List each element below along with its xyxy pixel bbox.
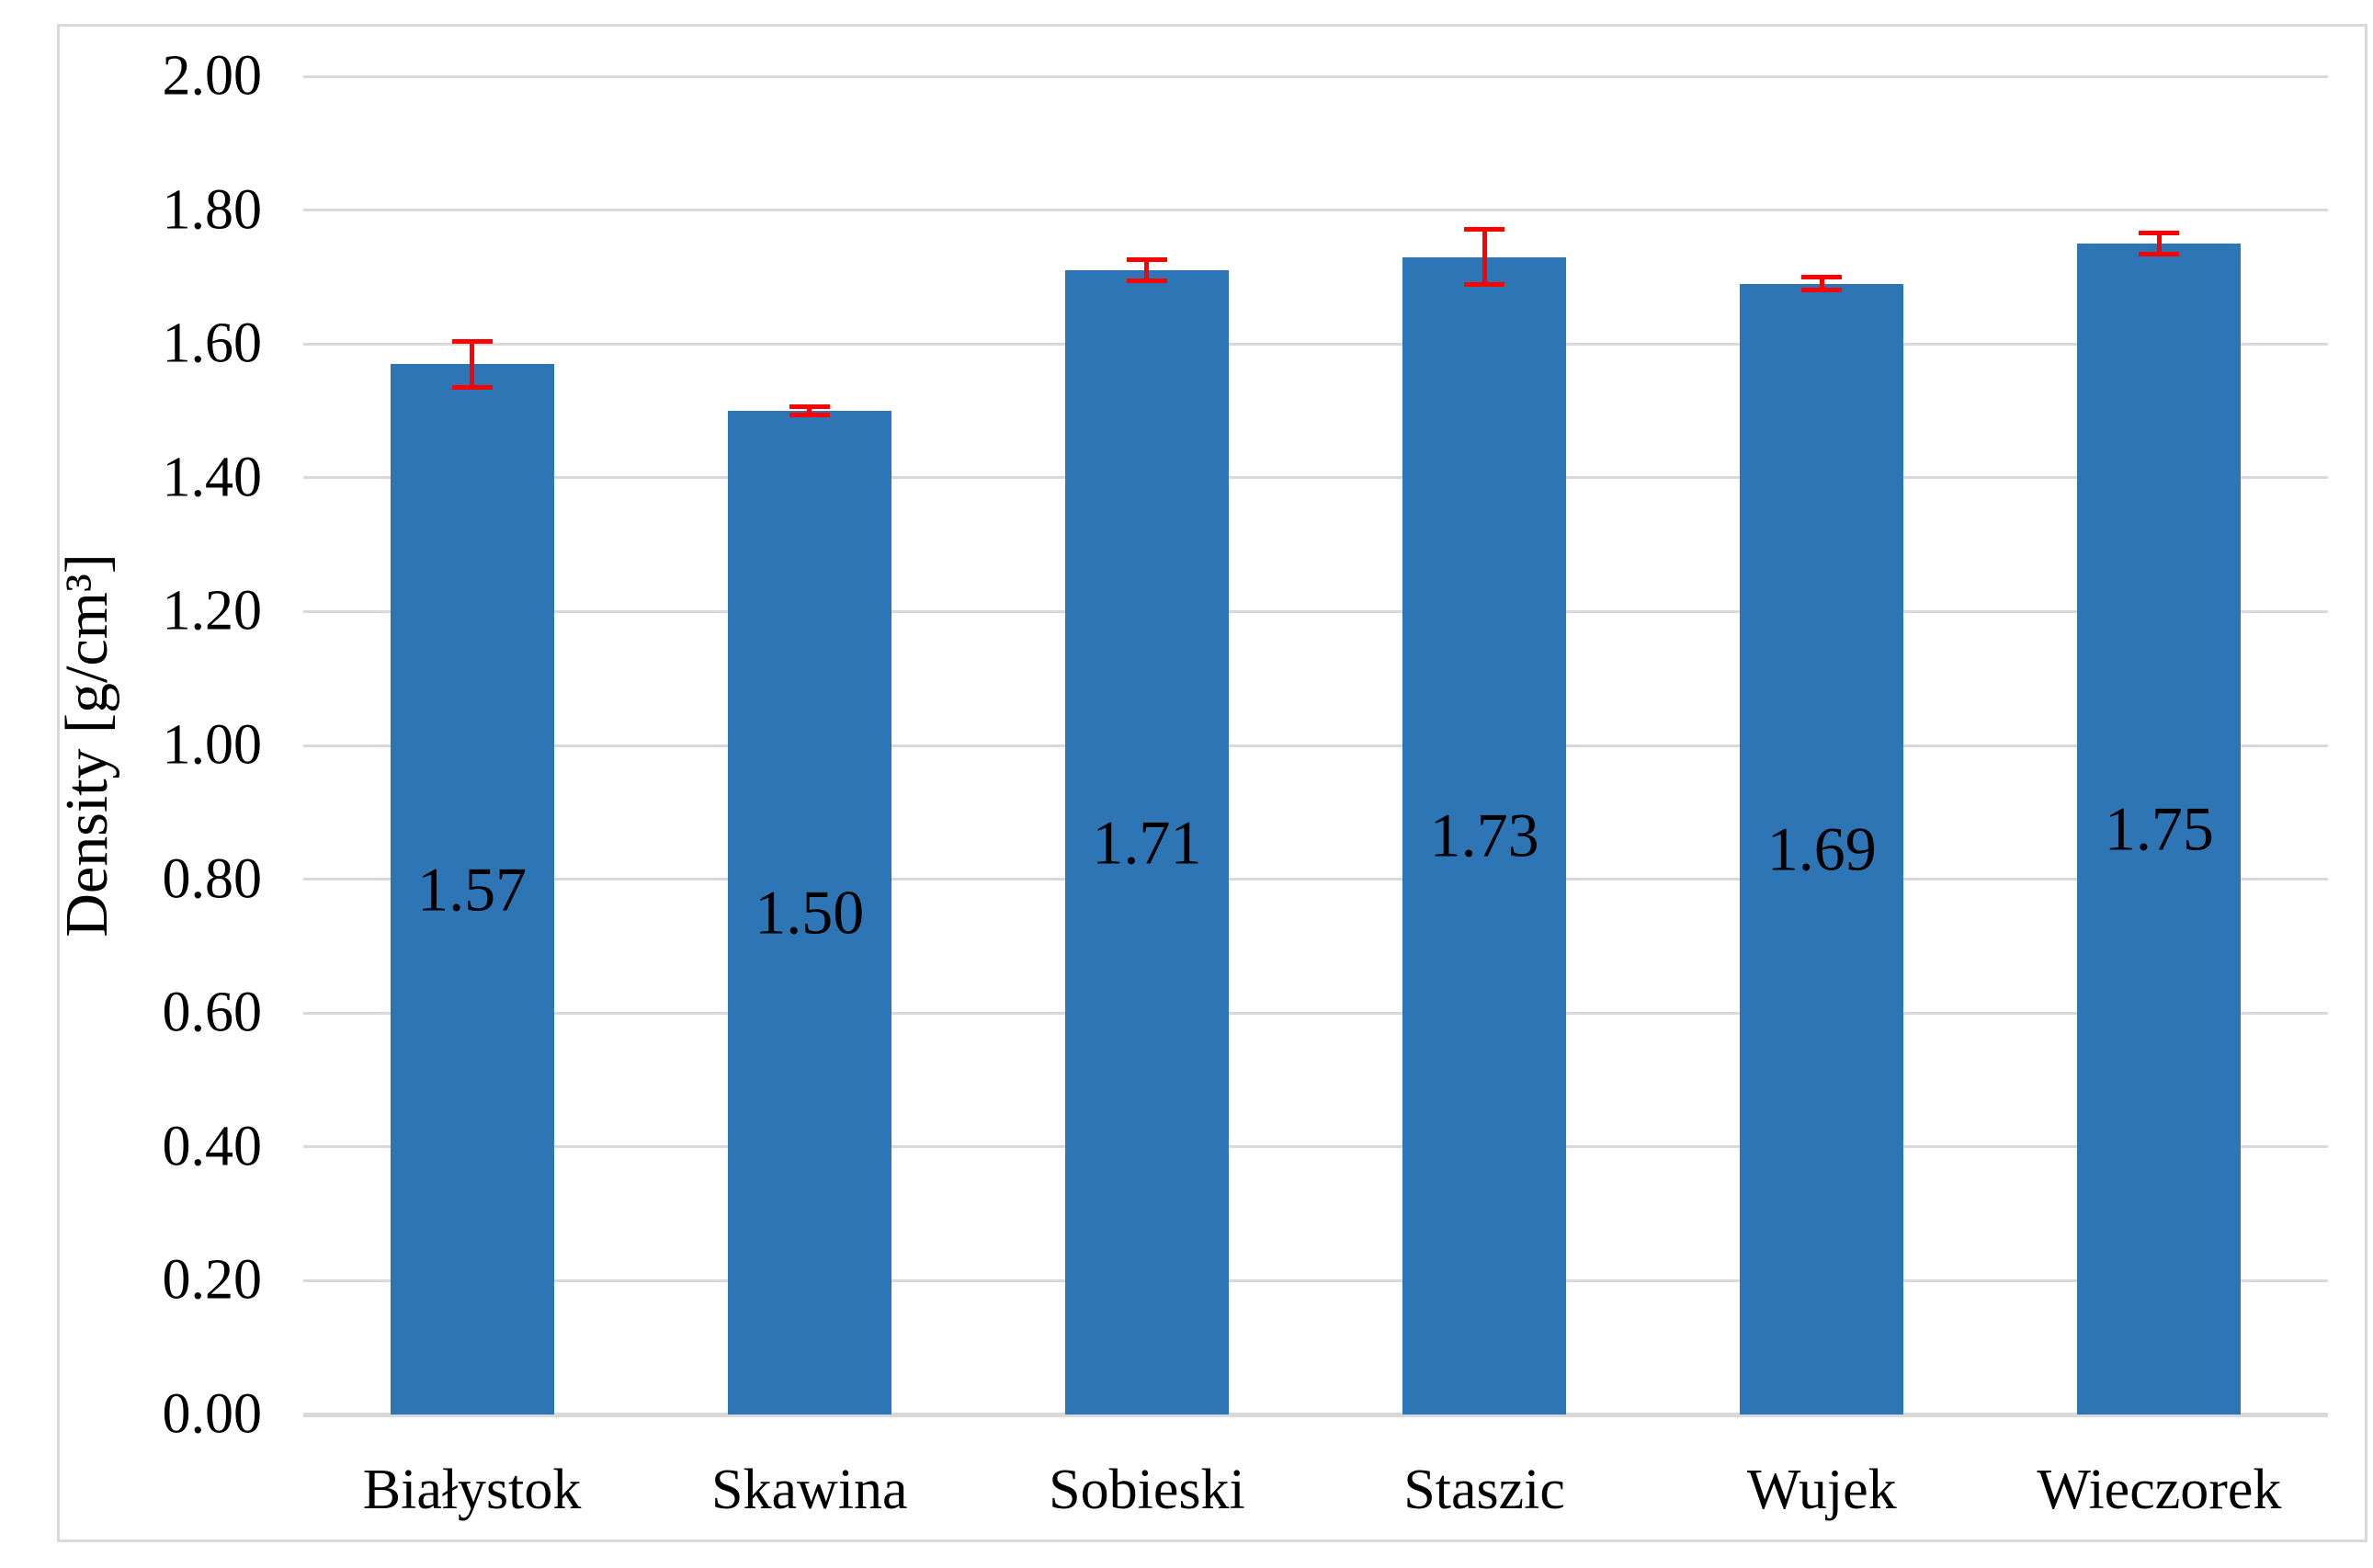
error-bar-cap-top xyxy=(1801,275,1843,280)
error-bar-line xyxy=(1819,277,1824,290)
y-tick-label: 0.60 xyxy=(162,981,263,1044)
y-tick-label: 0.40 xyxy=(162,1115,263,1178)
bar-sobieski xyxy=(1064,270,1229,1415)
x-category-label: Białystok xyxy=(362,1459,582,1521)
gridline-0.20 xyxy=(303,1278,2328,1282)
x-axis-line xyxy=(303,1413,2328,1417)
y-tick-label: 0.00 xyxy=(162,1382,263,1446)
error-bar-cap-bottom xyxy=(1126,278,1167,283)
plot-area: 1.57 1.50 1.71 1.73 1.69 1.75 xyxy=(303,74,2328,1417)
error-bar-cap-top xyxy=(2139,231,2180,236)
bar-value-label: 1.75 xyxy=(2104,793,2214,864)
error-bar-line xyxy=(1144,259,1150,281)
bar-skawina xyxy=(727,411,891,1415)
error-bar-cap-bottom xyxy=(1464,282,1505,288)
y-tick-label: 0.80 xyxy=(162,847,263,911)
bar-staszic xyxy=(1402,256,1567,1415)
x-category-label: Wujek xyxy=(1746,1459,1897,1521)
error-bar-line xyxy=(470,340,475,388)
x-category-label: Wieczorek xyxy=(2037,1459,2282,1521)
bar-value-label: 1.69 xyxy=(1766,813,1877,884)
x-category-label: Sobieski xyxy=(1049,1459,1245,1521)
error-bar-cap-bottom xyxy=(789,413,830,418)
error-bar-line xyxy=(807,405,812,416)
y-tick-label: 1.40 xyxy=(162,446,263,509)
bar-value-label: 1.50 xyxy=(755,877,865,948)
bar-wujek xyxy=(1740,283,1904,1415)
bar-value-label: 1.73 xyxy=(1429,800,1539,870)
x-category-label: Staszic xyxy=(1403,1459,1565,1521)
y-tick-label: 1.80 xyxy=(162,178,263,242)
gridline-1.00 xyxy=(303,744,2328,747)
y-tick-label: 1.20 xyxy=(162,579,263,642)
error-bar-line xyxy=(2156,233,2162,255)
error-bar-cap-top xyxy=(1126,257,1167,263)
gridline-1.80 xyxy=(303,209,2328,212)
gridline-0.60 xyxy=(303,1011,2328,1015)
y-tick-label: 1.60 xyxy=(162,312,263,375)
error-bar-cap-bottom xyxy=(2139,251,2180,256)
y-tick-label: 2.00 xyxy=(162,44,263,108)
error-bar-line xyxy=(1482,228,1487,286)
gridline-0.40 xyxy=(303,1145,2328,1149)
gridline-1.40 xyxy=(303,476,2328,480)
error-bar-cap-top xyxy=(451,338,493,344)
bar-value-label: 1.57 xyxy=(417,854,528,925)
bar-wieczorek xyxy=(2077,244,2242,1415)
error-bar-cap-bottom xyxy=(451,384,493,390)
gridline-1.60 xyxy=(303,342,2328,346)
y-tick-label: 1.00 xyxy=(162,713,263,777)
bar-value-label: 1.71 xyxy=(1092,807,1202,878)
x-category-label: Skawina xyxy=(710,1459,908,1521)
gridline-0.80 xyxy=(303,878,2328,881)
error-bar-cap-top xyxy=(789,403,830,409)
gridline-1.20 xyxy=(303,609,2328,613)
bar-białystok xyxy=(390,364,554,1415)
error-bar-cap-top xyxy=(1464,226,1505,232)
error-bar-cap-bottom xyxy=(1801,287,1843,292)
y-tick-label: 0.20 xyxy=(162,1248,263,1312)
gridline-2.00 xyxy=(303,74,2328,78)
